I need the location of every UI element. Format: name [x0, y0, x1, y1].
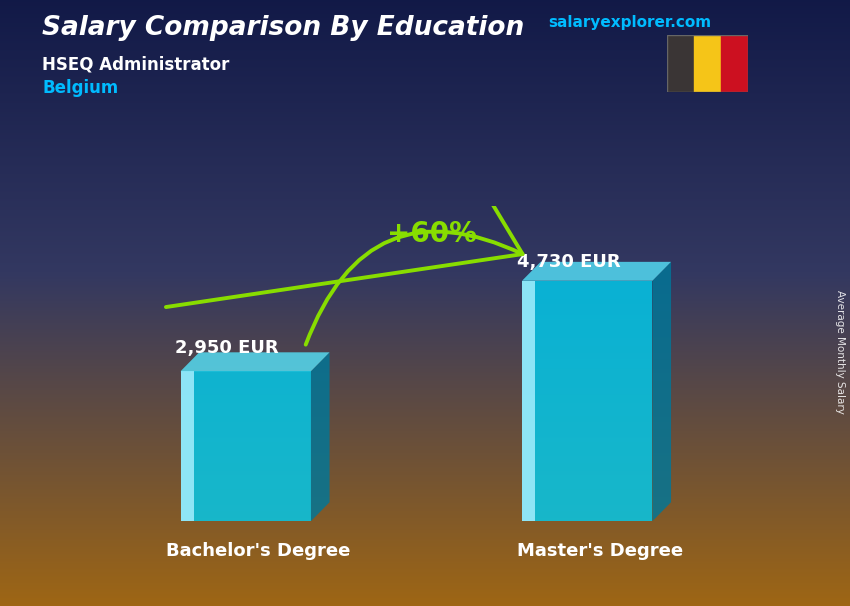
Polygon shape — [180, 352, 330, 371]
Text: +60%: +60% — [387, 220, 477, 248]
Text: Average Monthly Salary: Average Monthly Salary — [835, 290, 845, 413]
Text: HSEQ Administrator: HSEQ Administrator — [42, 56, 230, 74]
Polygon shape — [522, 281, 536, 521]
Text: Salary Comparison By Education: Salary Comparison By Education — [42, 15, 524, 41]
Bar — [721, 35, 748, 92]
Polygon shape — [180, 371, 311, 521]
Text: Master's Degree: Master's Degree — [517, 542, 683, 561]
Polygon shape — [311, 352, 330, 521]
Bar — [667, 35, 694, 92]
Bar — [694, 35, 721, 92]
Text: Belgium: Belgium — [42, 79, 119, 97]
Polygon shape — [180, 371, 194, 521]
Polygon shape — [522, 262, 671, 281]
Polygon shape — [653, 262, 671, 521]
FancyArrowPatch shape — [166, 0, 523, 345]
Text: salaryexplorer.com: salaryexplorer.com — [548, 15, 711, 30]
Text: 4,730 EUR: 4,730 EUR — [517, 253, 620, 271]
Text: Bachelor's Degree: Bachelor's Degree — [167, 542, 351, 561]
Polygon shape — [522, 281, 653, 521]
Text: 2,950 EUR: 2,950 EUR — [175, 339, 279, 357]
